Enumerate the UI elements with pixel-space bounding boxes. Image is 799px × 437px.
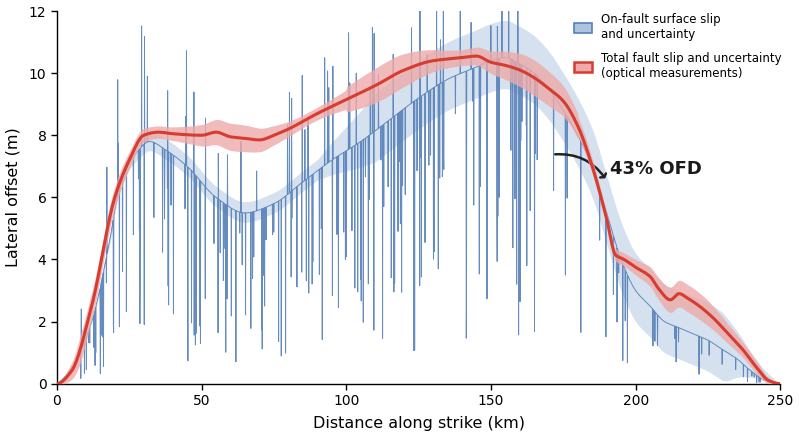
X-axis label: Distance along strike (km): Distance along strike (km): [312, 416, 525, 431]
Y-axis label: Lateral offset (m): Lateral offset (m): [6, 128, 21, 267]
Text: 43% OFD: 43% OFD: [610, 160, 702, 178]
Legend: On-fault surface slip
and uncertainty, Total fault slip and uncertainty
(optical: On-fault surface slip and uncertainty, T…: [574, 13, 781, 80]
